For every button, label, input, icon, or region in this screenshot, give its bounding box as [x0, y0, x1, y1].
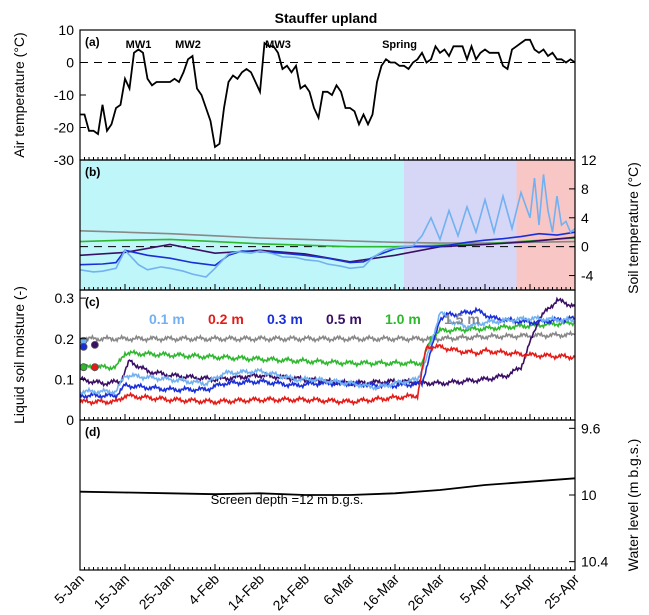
panel-c-ytick-label-3: 0 [66, 412, 74, 428]
panel-a-ytick-label-3: -20 [54, 120, 74, 136]
panel-a-event-2: MW3 [265, 39, 291, 51]
panel-b-shade-1 [404, 160, 517, 290]
legend-item-3: 0.5 m [326, 311, 362, 327]
x-tick-label-3: 4-Feb [185, 571, 222, 608]
panel-c-label: (c) [85, 295, 100, 309]
panel-c-series-15m [80, 329, 575, 344]
panel-b-series-01m [80, 174, 575, 278]
x-tick-label-10: 15-Apr [496, 571, 537, 612]
panel-b-ytick-label-0: 12 [581, 152, 597, 168]
panel-b-ylabel: Soil temperature (°C) [625, 162, 641, 294]
x-tick-label-11: 25-Apr [541, 571, 582, 612]
panel-c-marker-3 [79, 363, 88, 372]
x-tick-label-7: 16-Mar [359, 571, 402, 614]
panel-b-ytick-label-4: -4 [581, 268, 594, 284]
panel-b-series-03m [80, 231, 575, 267]
panel-d-annotation: Screen depth =12 m b.g.s. [211, 492, 364, 507]
panel-a-ytick-label-0: 10 [58, 22, 74, 38]
panel-d-ytick-label-2: 10.4 [581, 554, 608, 570]
panel-c-ylabel: Liquid soil moisture (-) [11, 286, 27, 424]
legend-item-2: 0.3 m [267, 311, 303, 327]
panel-d-ylabel: Water level (m b.g.s.) [625, 439, 641, 572]
legend-item-5: 1.5 m [444, 311, 480, 327]
panel-b-ytick-label-2: 4 [581, 210, 589, 226]
panel-c-series-01m [80, 311, 575, 397]
panel-a-event-3: Spring [382, 39, 417, 51]
panel-a-ytick-label-2: -10 [54, 87, 74, 103]
panel-a-event-1: MW2 [175, 39, 201, 51]
x-tick-label-5: 24-Feb [269, 571, 312, 614]
panel-d-label: (d) [85, 425, 100, 439]
panel-b-shade-2 [516, 160, 575, 290]
panel-c-ytick-label-1: 0.2 [55, 331, 75, 347]
chart-title: Stauffer upland [275, 10, 378, 26]
x-tick-label-2: 25-Jan [136, 571, 178, 613]
panel-a-frame [79, 29, 576, 161]
legend-item-1: 0.2 m [208, 311, 244, 327]
panel-a-ytick-label-1: 0 [66, 55, 74, 71]
x-tick-label-1: 15-Jan [91, 571, 133, 613]
panel-c-ytick-label-0: 0.3 [55, 290, 75, 306]
panel-c-marker-4 [90, 363, 99, 372]
panel-d-ytick-label-1: 10 [581, 487, 597, 503]
x-tick-label-8: 26-Mar [404, 571, 447, 614]
panel-a-ytick-label-4: -30 [54, 152, 74, 168]
panel-a-ylabel: Air temperature (°C) [11, 32, 27, 157]
legend-item-4: 1.0 m [385, 311, 421, 327]
panel-c-series-02m [80, 342, 575, 407]
x-tick-label-0: 5-Jan [51, 571, 87, 607]
panel-b-shade-0 [80, 160, 404, 290]
panel-a-label: (a) [85, 35, 100, 49]
panel-b-label: (b) [85, 165, 100, 179]
panel-d-ytick-label-0: 9.6 [581, 420, 601, 436]
panel-b-ytick-label-1: 8 [581, 181, 589, 197]
panel-c-series-10m [80, 319, 575, 372]
panel-c-marker-2 [90, 340, 99, 349]
panel-c-marker-1 [79, 342, 88, 351]
panel-b-ytick-label-3: 0 [581, 239, 589, 255]
panel-d-series-0 [80, 477, 575, 496]
x-tick-label-9: 5-Apr [457, 571, 493, 607]
panel-a-series-0 [80, 38, 575, 149]
x-tick-label-6: 6-Mar [320, 571, 357, 608]
x-tick-label-4: 14-Feb [224, 571, 267, 614]
panel-a-event-0: MW1 [126, 39, 152, 51]
panel-c-ytick-label-2: 0.1 [55, 371, 75, 387]
legend-item-0: 0.1 m [149, 311, 185, 327]
